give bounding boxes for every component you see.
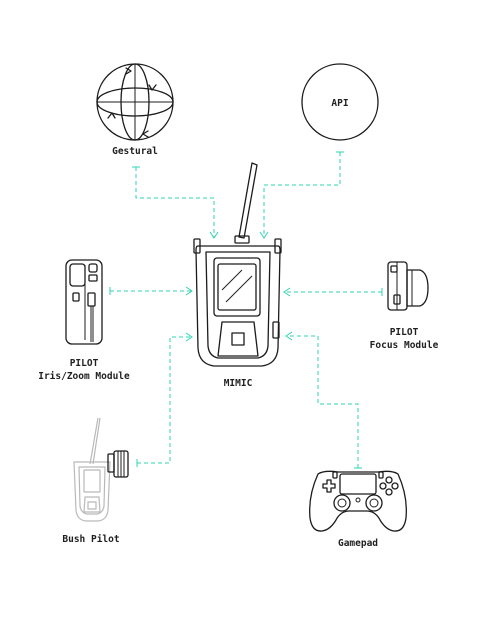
connector-api-mimic bbox=[263, 152, 341, 238]
focus-module-icon bbox=[387, 261, 429, 311]
mimic-label: MIMIC bbox=[224, 378, 253, 389]
bush-pilot-label: Bush Pilot bbox=[62, 534, 119, 545]
api-circle bbox=[301, 63, 379, 141]
pilot-iris-zoom-node: PILOT Iris/Zoom Module bbox=[38, 259, 130, 382]
pilot-focus-node: PILOT Focus Module bbox=[370, 261, 439, 351]
mimic-device-icon bbox=[193, 162, 282, 367]
mimic-node: MIMIC bbox=[193, 162, 282, 389]
gestural-sphere-icon bbox=[96, 63, 174, 141]
pilot-iris-label-line1: PILOT bbox=[70, 358, 99, 369]
bush-pilot-node: Bush Pilot bbox=[62, 417, 129, 545]
connectors bbox=[109, 151, 383, 469]
gamepad-node: Gamepad bbox=[309, 470, 407, 549]
pilot-focus-label-line1: PILOT bbox=[390, 327, 419, 338]
gamepad-icon bbox=[309, 470, 407, 532]
pilot-focus-label-line2: Focus Module bbox=[370, 340, 439, 351]
connector-gestural-mimic bbox=[135, 167, 215, 238]
gamepad-label: Gamepad bbox=[338, 538, 378, 549]
gestural-label: Gestural bbox=[112, 146, 158, 157]
api-node: API bbox=[301, 63, 379, 141]
connector-iris-arrowhead bbox=[185, 286, 193, 296]
iris-zoom-module-icon bbox=[65, 259, 103, 345]
pilot-iris-label-line2: Iris/Zoom Module bbox=[38, 371, 130, 382]
gestural-node: Gestural bbox=[96, 63, 174, 157]
connector-gamepad-mimic bbox=[286, 335, 359, 468]
connector-gestural-arrowhead bbox=[209, 231, 219, 239]
connector-gamepad-arrowhead bbox=[285, 331, 293, 341]
connector-api-arrowhead bbox=[259, 231, 269, 239]
bush-pilot-device-icon bbox=[73, 417, 129, 522]
connector-bushpilot-mimic bbox=[137, 336, 192, 464]
api-label: API bbox=[331, 98, 348, 109]
connector-bushpilot-arrowhead bbox=[185, 332, 193, 342]
connector-focus-arrowhead bbox=[283, 287, 291, 297]
